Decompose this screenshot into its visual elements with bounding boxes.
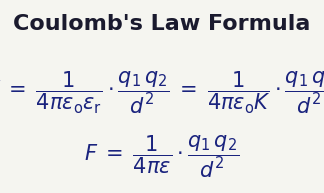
- Text: Coulomb's Law Formula: Coulomb's Law Formula: [13, 14, 311, 34]
- Text: $F\;=\;\dfrac{1}{4\pi\varepsilon}\cdot\dfrac{q_1\,q_2}{d^2}$: $F\;=\;\dfrac{1}{4\pi\varepsilon}\cdot\d…: [85, 134, 239, 180]
- Text: $F\;=\;\dfrac{1}{4\pi\varepsilon_{\rm o}\varepsilon_{\rm r}}\cdot\dfrac{q_1\,q_2: $F\;=\;\dfrac{1}{4\pi\varepsilon_{\rm o}…: [0, 70, 324, 116]
